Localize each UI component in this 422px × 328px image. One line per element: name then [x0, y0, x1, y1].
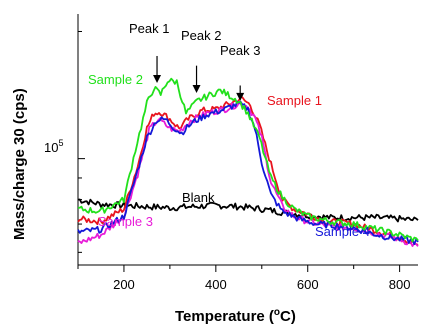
peak-1-label: Peak 1 [129, 21, 169, 36]
peak-2-label: Peak 2 [181, 28, 221, 43]
peak-arrows [153, 55, 245, 101]
series-line-sample-4 [77, 100, 419, 246]
series-label-sample-1: Sample 1 [267, 93, 322, 108]
y-axis-label: Mass/charge 30 (cps) [11, 88, 28, 240]
x-ticks: 200 400 600 800 [77, 265, 411, 292]
x-tick-label: 600 [297, 277, 319, 292]
series-label-blank: Blank [182, 190, 215, 205]
y-tick-label-exponent: 5 [58, 138, 63, 148]
peak-3-arrow-head [236, 92, 245, 101]
x-axis-label: Temperature (oC) [175, 307, 296, 325]
y-tick-label: 105 [44, 138, 63, 155]
x-tick-label: 200 [113, 277, 135, 292]
series-line-blank [77, 198, 419, 223]
series-label-sample-2: Sample 2 [88, 72, 143, 87]
series-layer [77, 77, 419, 247]
x-tick-label: 400 [205, 277, 227, 292]
x-axis-label-tail: C) [280, 308, 296, 325]
peak-2-arrow-head [192, 85, 201, 94]
x-tick-label: 800 [389, 277, 411, 292]
peak-1-arrow-head [153, 75, 162, 84]
peak-3-label: Peak 3 [220, 43, 260, 58]
series-line-sample-2 [77, 77, 419, 243]
x-axis-label-superscript: o [274, 307, 280, 318]
series-label-sample-3: Sample 3 [98, 214, 153, 229]
series-label-sample-4: Sample 4 [315, 224, 370, 239]
